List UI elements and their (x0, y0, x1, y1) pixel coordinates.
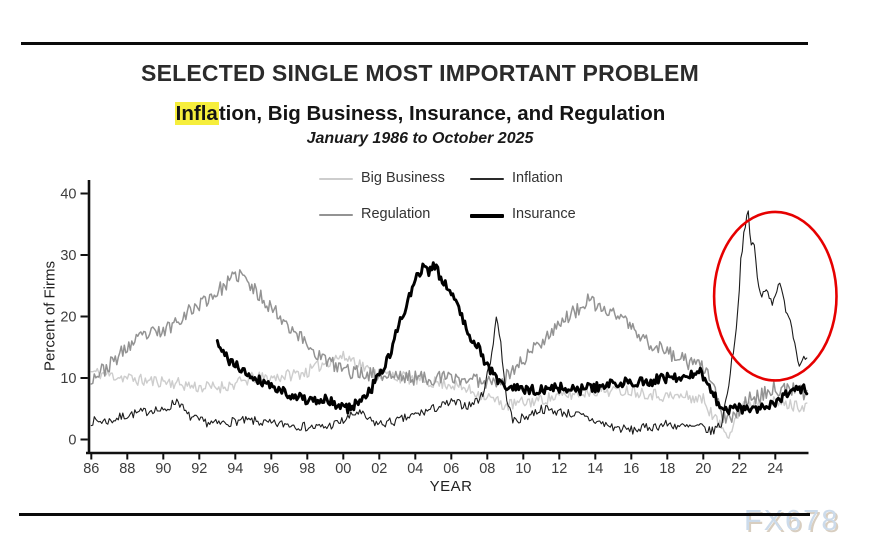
chart-title: SELECTED SINGLE MOST IMPORTANT PROBLEM (141, 60, 699, 86)
svg-text:02: 02 (371, 461, 387, 477)
subtitle-rest-text: tion, Big Business, Insurance, and Regul… (218, 102, 666, 125)
svg-text:16: 16 (623, 461, 639, 477)
legend-line-big-business-icon (319, 178, 353, 180)
svg-text:22: 22 (731, 461, 747, 477)
svg-text:12: 12 (551, 461, 567, 477)
legend-label-insurance: Insurance (512, 206, 576, 222)
chart-subtitle: Inflation, Big Business, Insurance, and … (0, 102, 840, 126)
legend-line-inflation-icon (470, 178, 504, 180)
svg-text:88: 88 (119, 461, 135, 477)
svg-text:40: 40 (60, 187, 76, 203)
svg-text:30: 30 (60, 248, 76, 264)
svg-text:24: 24 (767, 461, 783, 477)
legend-label-big-business: Big Business (361, 170, 445, 186)
svg-text:10: 10 (515, 461, 531, 477)
top-divider-line (21, 42, 808, 45)
watermark-fx678: FX678 (744, 505, 840, 537)
svg-text:0: 0 (68, 433, 76, 449)
svg-text:90: 90 (155, 461, 171, 477)
svg-text:14: 14 (587, 461, 603, 477)
svg-text:94: 94 (227, 461, 243, 477)
legend-label-regulation: Regulation (361, 206, 431, 222)
svg-text:06: 06 (443, 461, 459, 477)
chart-date-range: January 1986 to October 2025 (306, 130, 534, 147)
svg-text:92: 92 (191, 461, 207, 477)
x-axis-label: YEAR (429, 478, 473, 495)
svg-text:98: 98 (299, 461, 315, 477)
svg-text:00: 00 (335, 461, 351, 477)
legend-label-inflation: Inflation (512, 170, 563, 186)
svg-text:96: 96 (263, 461, 279, 477)
svg-text:08: 08 (479, 461, 495, 477)
subtitle-highlighted-text: Infla (174, 102, 219, 125)
y-axis-label: Percent of Firms (41, 260, 59, 372)
svg-text:20: 20 (695, 461, 711, 477)
bottom-divider-line (19, 513, 810, 516)
svg-text:20: 20 (60, 310, 76, 326)
svg-text:04: 04 (407, 461, 423, 477)
legend-line-regulation-icon (319, 214, 353, 216)
svg-text:18: 18 (659, 461, 675, 477)
legend-line-insurance-icon (470, 214, 504, 218)
svg-text:86: 86 (83, 461, 99, 477)
svg-text:10: 10 (60, 371, 76, 387)
